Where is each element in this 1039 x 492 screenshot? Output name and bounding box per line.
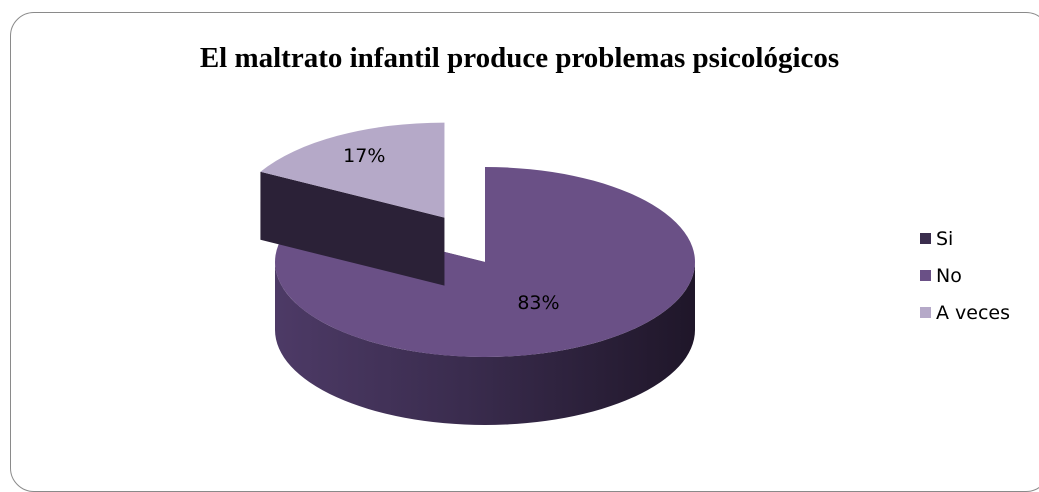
slice-side-no [275, 262, 695, 425]
legend: Si No A veces [920, 220, 1010, 331]
legend-swatch [920, 233, 931, 244]
legend-label: A veces [936, 301, 1011, 324]
chart-title: El maltrato infantil produce problemas p… [199, 42, 840, 74]
pie-chart: 83% 17% [260, 122, 695, 425]
slice-top-a-veces [260, 122, 445, 218]
legend-swatch [920, 270, 931, 281]
legend-item-si: Si [920, 220, 1010, 257]
slice-a-veces [260, 122, 445, 286]
slice-top-no [275, 167, 695, 357]
data-label-a-veces: 17% [343, 145, 385, 167]
legend-label: No [936, 264, 962, 287]
slice-cut-a-veces-0 [260, 171, 445, 286]
legend-swatch [920, 307, 931, 318]
legend-item-a-veces: A veces [920, 294, 1010, 331]
legend-label: Si [936, 227, 954, 250]
data-label-no: 83% [517, 292, 559, 314]
legend-item-no: No [920, 257, 1010, 294]
